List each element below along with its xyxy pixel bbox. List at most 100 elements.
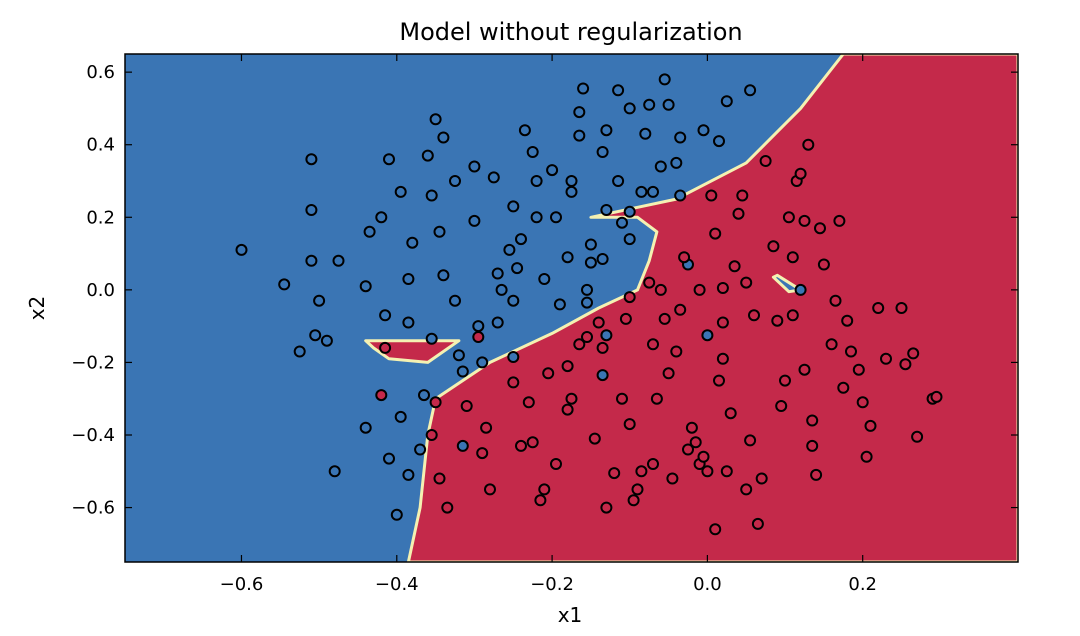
class-1-point	[619, 312, 632, 325]
class-1-point	[798, 363, 811, 376]
class-0-point	[720, 95, 733, 108]
class-1-point	[379, 341, 392, 354]
class-0-point	[503, 243, 516, 256]
y-tick-label: −0.2	[71, 352, 115, 373]
class-0-point	[452, 349, 465, 362]
class-0-point	[573, 106, 586, 119]
class-0-point	[600, 204, 613, 216]
class-0-point	[515, 233, 527, 246]
class-1-point	[522, 396, 535, 409]
class-0-point	[550, 211, 562, 224]
class-1-point	[833, 214, 846, 227]
class-1-point	[647, 458, 659, 470]
class-1-point	[880, 352, 892, 365]
class-1-point	[786, 309, 799, 322]
class-0-point	[507, 200, 520, 213]
class-0-point	[320, 334, 333, 347]
class-0-point	[674, 189, 687, 202]
class-0-point	[437, 269, 450, 282]
class-0-point	[429, 113, 442, 126]
class-1-point	[786, 251, 799, 264]
class-1-point	[829, 294, 842, 307]
class-0-point	[433, 225, 446, 238]
class-1-point	[907, 347, 920, 360]
class-0-point	[584, 256, 597, 269]
class-0-point	[394, 410, 407, 423]
class-1-point	[709, 523, 722, 536]
y-tick-label: 0.4	[86, 135, 115, 156]
class-0-point	[379, 309, 392, 322]
class-1-point	[755, 472, 768, 485]
class-1-point	[425, 429, 438, 441]
y-tick-label: 0.6	[86, 62, 115, 83]
y-tick-label: 0.0	[86, 280, 115, 301]
class-0-point	[565, 185, 578, 198]
class-1-point	[759, 155, 772, 167]
class-0-point	[456, 439, 469, 452]
class-1-point	[817, 258, 830, 271]
class-0-point	[507, 351, 520, 363]
class-0-point	[309, 329, 322, 342]
class-0-island	[771, 273, 803, 294]
class-1-point	[674, 303, 687, 316]
class-0-point	[561, 251, 574, 264]
class-1-point	[899, 358, 912, 371]
class-1-point	[596, 341, 609, 354]
class-0-point	[623, 233, 636, 246]
class-0-point	[359, 421, 372, 434]
class-0-point	[363, 225, 376, 238]
class-0-point	[577, 82, 590, 95]
class-1-point	[930, 390, 943, 403]
class-1-point	[678, 251, 691, 264]
class-0-point	[538, 273, 551, 285]
class-0-point	[623, 205, 636, 218]
class-0-point	[328, 465, 341, 478]
class-0-point	[394, 185, 407, 198]
class-0-point	[487, 171, 500, 184]
class-0-point	[402, 273, 415, 285]
class-1-point	[608, 467, 621, 480]
class-1-point	[856, 396, 869, 409]
class-0-point	[437, 131, 450, 144]
class-0-point	[526, 146, 539, 158]
class-0-point	[476, 356, 489, 369]
class-0-point	[647, 185, 659, 198]
class-1-point	[654, 283, 667, 296]
class-0-point	[573, 129, 586, 142]
class-0-point	[596, 253, 609, 265]
class-1-point	[732, 207, 745, 220]
class-0-point	[635, 185, 648, 198]
plot-area	[125, 54, 1018, 562]
class-0-point	[313, 294, 326, 307]
class-0-point	[507, 294, 520, 307]
x-tick-label: 0.0	[693, 574, 722, 595]
class-0-point	[472, 320, 485, 333]
class-1-point	[375, 389, 388, 402]
class-0-point	[491, 316, 504, 329]
class-1-point	[588, 432, 601, 445]
class-0-point	[402, 316, 415, 329]
class-1-point	[751, 517, 764, 530]
class-1-point	[526, 436, 539, 449]
class-1-point	[565, 392, 578, 405]
class-1-point	[561, 403, 574, 416]
class-1-point	[515, 439, 527, 452]
class-1-point	[697, 450, 710, 463]
class-0-point	[406, 236, 419, 249]
y-tick-label: 0.2	[86, 207, 115, 228]
x-tick-label: −0.6	[220, 574, 264, 595]
class-0-point	[359, 280, 372, 293]
class-1-point	[507, 376, 520, 389]
class-1-point	[550, 458, 562, 470]
class-0-point	[375, 211, 388, 224]
class-0-point	[616, 216, 628, 229]
class-1-point	[798, 214, 811, 227]
class-1-point	[806, 414, 819, 427]
class-1-point	[794, 167, 807, 180]
class-1-point	[627, 494, 640, 507]
class-0-point	[713, 135, 725, 148]
y-axis: 0.6 0.4 0.2 0.0 −0.2 −0.4 −0.6	[71, 62, 1018, 519]
x-tick-label: −0.4	[375, 574, 419, 595]
class-1-point	[561, 360, 574, 373]
